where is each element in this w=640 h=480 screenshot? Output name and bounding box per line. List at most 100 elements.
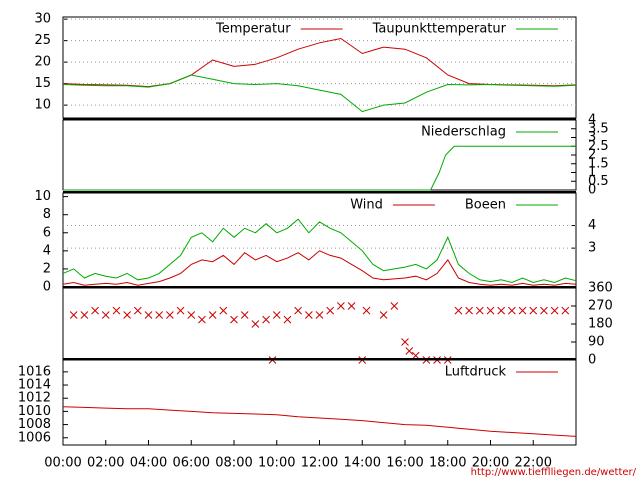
data-point [144,311,153,319]
data-point [176,306,185,315]
legend-label: Boeen [465,198,506,213]
y-tick-label: 0 [43,280,51,295]
data-point [69,311,78,319]
data-point [540,306,548,315]
data-point [561,306,570,315]
data-line [62,250,577,286]
data-point [315,311,324,319]
y-tick-label: 1012 [18,391,51,406]
y2-tick-label: 3.5 [588,121,609,136]
y-tick-label: 1014 [18,378,51,393]
y-tick-label: 20 [34,55,51,70]
data-line [62,74,577,113]
data-point [219,306,228,315]
data-point [529,306,538,315]
data-line [63,145,576,191]
data-point [405,347,414,355]
y-tick-label: 4 [43,243,51,258]
x-tick-label: 22:00 [515,456,552,471]
y2-tick-label: 0 [588,183,596,198]
legend-label: Wind [350,198,383,213]
y-tick-label: 30 [34,12,51,27]
data-line [62,406,577,437]
y-tick-label: 15 [34,76,51,91]
data-line [62,218,577,284]
data-point [326,306,335,315]
y2-tick-label: 2 [588,148,596,163]
y2-tick-label: 3 [588,130,596,145]
legend-label: Taupunkttemperatur [372,22,507,37]
data-point [101,311,110,319]
y-tick-label: 2 [43,261,51,276]
x-tick-label: 16:00 [386,456,423,471]
data-point [198,315,206,324]
y-tick-label: 10 [34,98,51,113]
y-tick-label: 1006 [18,430,51,445]
y2-tick-label: 0 [588,353,596,368]
x-tick-label: 00:00 [44,456,81,471]
y2-tick-label: 3 [588,241,596,256]
y-tick-label: 1008 [18,417,51,432]
data-point [362,306,371,315]
y-tick-label: 10 [34,189,51,204]
data-point [337,302,345,310]
data-point [112,306,121,315]
y-tick-label: 25 [34,33,51,48]
data-point [187,311,196,319]
x-tick-label: 20:00 [472,456,509,471]
data-point [390,302,399,310]
data-point [133,306,142,315]
data-point [283,315,292,324]
y2-tick-label: 0.5 [588,174,609,189]
data-point [454,306,463,315]
x-tick-label: 18:00 [429,456,466,471]
data-point [347,302,356,310]
x-tick-label: 04:00 [130,456,167,471]
y2-tick-label: 180 [588,317,613,332]
footer-link: http://www.tiefflliegen.de/wetter/ [471,467,637,478]
data-point [411,351,420,360]
legend-label: Niederschlag [421,125,506,140]
data-point [486,306,495,315]
data-point [240,311,249,319]
x-tick-label: 06:00 [173,456,210,471]
y2-tick-label: 1.5 [588,156,609,171]
data-point [550,306,559,315]
y-tick-label: 6 [43,225,51,240]
y2-tick-label: 4 [588,218,596,233]
data-point [155,311,164,319]
data-point [91,306,99,315]
x-tick-label: 10:00 [258,456,295,471]
y-tick-label: 8 [43,207,51,222]
data-point [208,311,217,319]
y2-tick-label: 90 [588,335,605,350]
x-tick-label: 14:00 [344,456,381,471]
x-tick-label: 02:00 [87,456,124,471]
data-point [497,306,506,315]
data-point [230,315,238,324]
y2-tick-label: 270 [588,299,613,314]
data-point [294,306,302,315]
y-tick-label: 1016 [18,364,51,379]
data-point [401,338,409,346]
data-point [304,311,313,319]
y-tick-label: 1010 [18,404,51,419]
x-tick-label: 08:00 [215,456,252,471]
data-point [379,311,388,319]
y2-tick-label: 2.5 [588,139,609,154]
data-point [272,311,281,319]
data-point [465,306,473,315]
data-point [80,311,89,319]
data-point [123,311,131,319]
data-point [251,320,260,328]
data-point [518,306,527,315]
data-point [262,315,270,324]
y2-tick-label: 1 [588,165,596,180]
legend-label: Temperatur [215,22,291,37]
data-point [508,306,516,315]
data-point [475,306,484,315]
legend-label: Luftdruck [445,365,507,380]
data-point [166,311,174,319]
x-tick-label: 12:00 [301,456,338,471]
